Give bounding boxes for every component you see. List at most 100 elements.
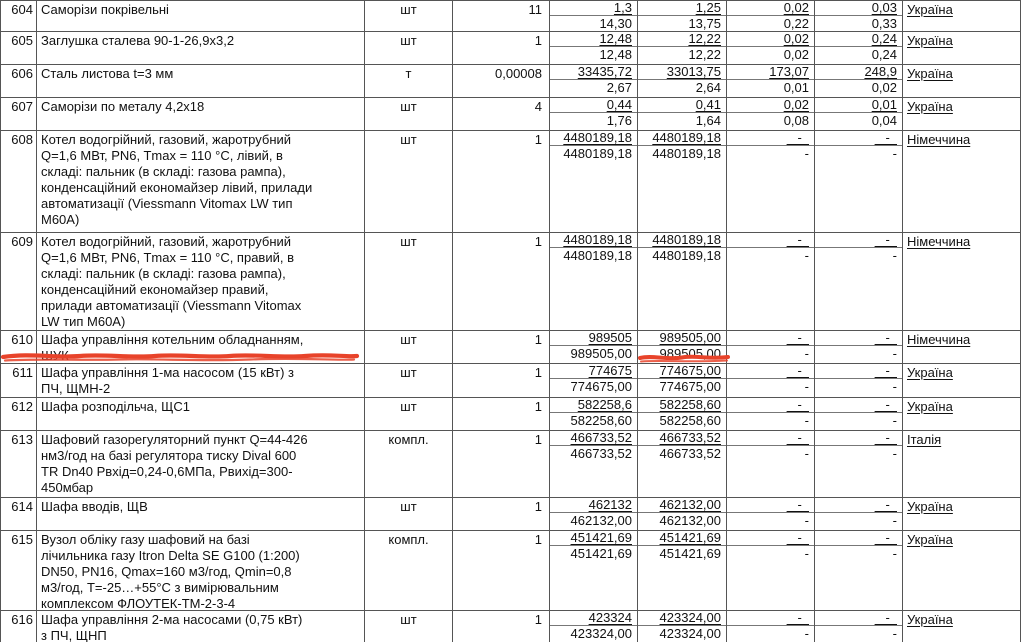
amount-cell-2: 466733,52 466733,52 [638, 431, 727, 497]
amount-4-line-1: - [874, 498, 897, 512]
amount-cell-3: - - [727, 498, 815, 530]
table-row: 608 Котел водогрійний, газовий, жаротруб… [0, 131, 1021, 233]
table-row: 614 Шафа вводів, ЩВ шт 1 462132 462132,0… [0, 498, 1021, 531]
amount-1-line-2: 14,30 [599, 16, 632, 31]
description-cell: Шафовий газорегуляторний пункт Q=44-426 … [37, 431, 365, 497]
unit-cell: шт [365, 398, 453, 430]
table-row: 615 Вузол обліку газу шафовий на базі лі… [0, 531, 1021, 611]
table-row: 609 Котел водогрійний, газовий, жаротруб… [0, 233, 1021, 331]
amount-4-line-2: - [892, 513, 897, 528]
amount-1-line-1: 462132 [588, 498, 632, 512]
amount-cell-3: 0,02 0,08 [727, 98, 815, 130]
description-cell: Шафа управління котельним обладнанням, Ш… [37, 331, 365, 363]
country-name: Україна [907, 365, 953, 380]
amount-cell-1: 989505 989505,00 [550, 331, 638, 363]
amount-cell-3: - - [727, 398, 815, 430]
description-cell: Заглушка сталева 90-1-26,9х3,2 [37, 32, 365, 64]
unit-cell: шт [365, 498, 453, 530]
amount-cell-1: 12,48 12,48 [550, 32, 638, 64]
amount-3-line-2: - [804, 626, 809, 641]
amount-2-line-1: 1,25 [695, 1, 721, 15]
amount-2-line-1: 466733,52 [659, 431, 721, 445]
amount-1-line-2: 4480189,18 [563, 146, 632, 161]
amount-4-line-2: 0,04 [871, 113, 897, 128]
amount-1-line-2: 451421,69 [570, 546, 632, 561]
amount-1-line-2: 989505,00 [570, 346, 632, 361]
amount-1-line-2: 582258,60 [570, 413, 632, 428]
amount-cell-3: - - [727, 431, 815, 497]
amount-cell-3: - - [727, 131, 815, 232]
amount-2-line-1: 12,22 [688, 32, 721, 46]
amount-cell-3: - - [727, 233, 815, 330]
amount-1-line-1: 989505 [588, 331, 632, 345]
row-number-cell: 606 [0, 65, 37, 97]
amount-cell-3: 173,07 0,01 [727, 65, 815, 97]
country-name: Україна [907, 612, 953, 627]
quantity-cell: 1 [453, 398, 550, 430]
amount-2-line-2: 2,64 [695, 80, 721, 95]
amount-cell-4: - - [815, 364, 903, 397]
unit-cell: шт [365, 131, 453, 232]
amount-3-line-1: - [786, 398, 809, 412]
amount-cell-1: 582258,6 582258,60 [550, 398, 638, 430]
amount-4-line-1: 0,24 [871, 32, 897, 46]
amount-3-line-1: - [786, 331, 809, 345]
country-name: Італія [907, 432, 942, 447]
country-cell: Україна [903, 32, 1021, 64]
amount-3-line-2: - [804, 379, 809, 394]
amount-2-line-1: 33013,75 [666, 65, 721, 79]
country-name: Німеччина [907, 332, 971, 347]
amount-3-line-2: - [804, 248, 809, 263]
amount-3-line-1: 0,02 [783, 32, 809, 46]
table-row: 606 Сталь листова t=3 мм т 0,00008 33435… [0, 65, 1021, 98]
table-row: 605 Заглушка сталева 90-1-26,9х3,2 шт 1 … [0, 32, 1021, 65]
amount-cell-4: - - [815, 233, 903, 330]
amount-1-line-1: 466733,52 [570, 431, 632, 445]
amount-2-line-1: 0,41 [695, 98, 721, 112]
amount-2-line-2: 423324,00 [659, 626, 721, 641]
amount-1-line-2: 12,48 [599, 47, 632, 62]
amount-4-line-1: - [874, 131, 897, 145]
description-cell: Шафа управління 1-ма насосом (15 кВт) з … [37, 364, 365, 397]
description-cell: Шафа вводів, ЩВ [37, 498, 365, 530]
table-row: 612 Шафа розподільча, ЩС1 шт 1 582258,6 … [0, 398, 1021, 431]
amount-cell-1: 0,44 1,76 [550, 98, 638, 130]
quantity-cell: 1 [453, 233, 550, 330]
unit-cell: шт [365, 1, 453, 31]
amount-1-line-1: 451421,69 [570, 531, 632, 545]
amount-cell-2: 451421,69 451421,69 [638, 531, 727, 610]
amount-cell-4: - - [815, 611, 903, 642]
row-number-cell: 614 [0, 498, 37, 530]
amount-cell-4: - - [815, 498, 903, 530]
amount-4-line-2: - [892, 446, 897, 461]
amount-2-line-1: 423324,00 [659, 611, 721, 625]
amount-3-line-2: 0,02 [783, 47, 809, 62]
amount-4-line-1: 248,9 [864, 65, 897, 79]
amount-3-line-1: - [786, 531, 809, 545]
unit-cell: шт [365, 233, 453, 330]
country-cell: Україна [903, 65, 1021, 97]
quantity-cell: 1 [453, 611, 550, 642]
row-number-cell: 609 [0, 233, 37, 330]
amount-4-line-1: - [874, 431, 897, 445]
row-number-cell: 611 [0, 364, 37, 397]
unit-cell: шт [365, 98, 453, 130]
amount-1-line-1: 12,48 [599, 32, 632, 46]
country-cell: Україна [903, 498, 1021, 530]
row-number-cell: 608 [0, 131, 37, 232]
quantity-cell: 11 [453, 1, 550, 31]
amount-3-line-2: 0,22 [783, 16, 809, 31]
amount-cell-2: 4480189,18 4480189,18 [638, 131, 727, 232]
amount-1-line-1: 0,44 [606, 98, 632, 112]
amount-4-line-1: - [874, 233, 897, 247]
amount-cell-3: 0,02 0,22 [727, 1, 815, 31]
unit-cell: шт [365, 364, 453, 397]
amount-3-line-2: - [804, 513, 809, 528]
amount-4-line-2: 0,24 [871, 47, 897, 62]
country-cell: Італія [903, 431, 1021, 497]
amount-cell-1: 774675 774675,00 [550, 364, 638, 397]
amount-1-line-2: 462132,00 [570, 513, 632, 528]
amount-2-line-1: 989505,00 [659, 331, 721, 345]
amount-cell-4: - - [815, 531, 903, 610]
